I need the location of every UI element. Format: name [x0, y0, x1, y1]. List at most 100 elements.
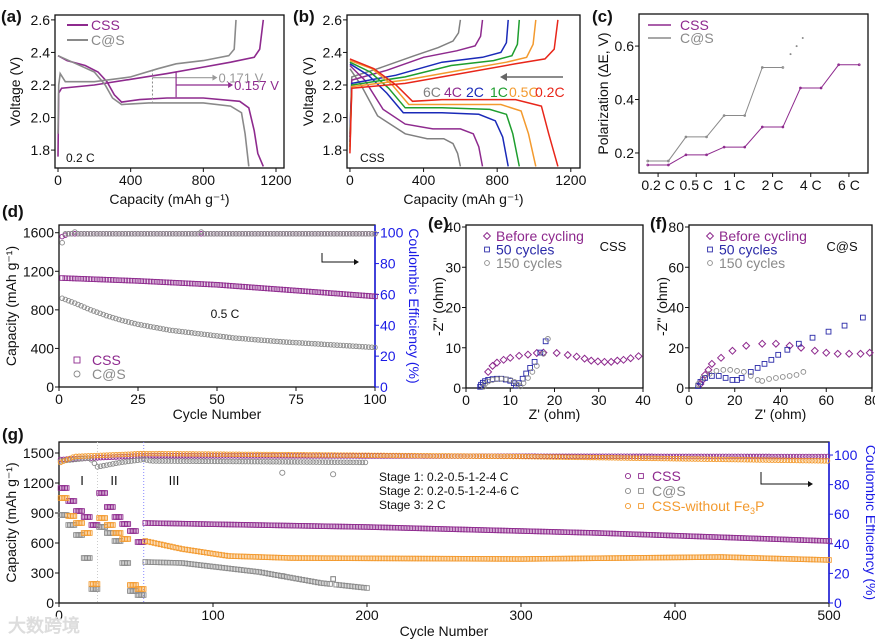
- capacity-point: [91, 581, 98, 587]
- capacity-point: [296, 523, 302, 529]
- ce-point: [251, 458, 258, 465]
- ce-point: [766, 453, 772, 460]
- capacity-point: [91, 522, 98, 528]
- capacity-point: [724, 554, 731, 560]
- ce-point: [236, 451, 242, 458]
- ce-point: [122, 451, 128, 458]
- ce-point: [307, 459, 313, 465]
- capacity-point: [173, 544, 179, 551]
- capacity-point: [280, 339, 287, 345]
- ce-point: [106, 231, 113, 237]
- capacity-point: [792, 537, 798, 543]
- capacity-point: [740, 535, 746, 541]
- capacity-point: [265, 570, 272, 577]
- capacity-point: [336, 582, 343, 588]
- capacity-point: [127, 582, 133, 588]
- ce-point: [125, 451, 132, 457]
- capacity-point: [151, 540, 158, 546]
- capacity-point: [826, 557, 832, 563]
- capacity-point: [99, 490, 105, 496]
- ce-point: [63, 457, 70, 463]
- rate-1C-charge-curve: [349, 19, 521, 147]
- ce-point: [322, 459, 329, 465]
- capacity-point: [299, 288, 306, 294]
- ce-point: [312, 231, 318, 237]
- capacity-point: [539, 528, 546, 535]
- capacity-point: [361, 524, 367, 530]
- ce-point: [732, 453, 738, 460]
- ce-point: [290, 231, 296, 237]
- ce-point: [208, 451, 215, 457]
- capacity-point: [128, 582, 135, 588]
- ce-point: [424, 453, 430, 459]
- ce-point: [396, 452, 403, 459]
- ce-point: [276, 451, 282, 458]
- capacity-point: [475, 527, 481, 533]
- legend-label: CSS: [652, 468, 681, 484]
- ce-point: [609, 455, 615, 461]
- x-tick-label: 40: [635, 392, 651, 408]
- capacity-point: [718, 554, 724, 560]
- capacity-point: [110, 522, 116, 528]
- ce-point: [760, 457, 766, 463]
- rate-6C-discharge-curve: [349, 68, 462, 167]
- ce-point: [62, 231, 69, 237]
- capacity-point: [70, 513, 76, 519]
- ce-point: [399, 452, 406, 459]
- y-axis-title: Polarization (ΔE, V): [595, 32, 611, 154]
- capacity-point: [62, 275, 69, 281]
- ce-point: [495, 453, 501, 460]
- capacity-point: [351, 555, 358, 562]
- capacity-point: [131, 528, 138, 534]
- ce-point: [128, 458, 135, 464]
- capacity-point: [241, 522, 247, 528]
- x-tick-label: 0: [346, 172, 354, 188]
- ce-point: [390, 452, 396, 459]
- x-tick-label: 30: [591, 392, 607, 408]
- ce-point: [202, 451, 209, 457]
- ce-point: [184, 458, 190, 464]
- capacity-point: [102, 490, 108, 496]
- capacity-point: [696, 554, 703, 560]
- ce-point: [288, 451, 295, 458]
- ce-point: [298, 459, 304, 465]
- capacity-point: [80, 555, 87, 561]
- y-tick-label: 2.4: [323, 44, 343, 60]
- capacity-point: [237, 553, 244, 560]
- capacity-point: [450, 555, 456, 562]
- capacity-point: [358, 555, 364, 562]
- capacity-point: [68, 513, 75, 519]
- capacity-point: [770, 536, 777, 542]
- capacity-point: [422, 555, 429, 562]
- capacity-point: [302, 523, 309, 529]
- capacity-point: [743, 535, 749, 541]
- legend-label: CSS: [91, 17, 120, 33]
- capacity-point: [324, 523, 330, 530]
- capacity-point: [117, 514, 124, 520]
- capacity-point: [364, 524, 370, 530]
- ce-point: [784, 457, 791, 464]
- x-tick-label: 100: [201, 607, 225, 623]
- capacity-point: [81, 276, 88, 282]
- capacity-point: [314, 523, 321, 529]
- capacity-point: [610, 555, 617, 561]
- capacity-point: [154, 520, 161, 526]
- capacity-point: [201, 521, 207, 527]
- panel-a-label: (a): [1, 7, 22, 26]
- x-axis-title: Cycle Number: [400, 623, 489, 639]
- ce-point: [157, 231, 163, 237]
- x-tick-label: 0: [462, 392, 470, 408]
- capacity-point: [160, 520, 167, 527]
- ce-point: [301, 452, 307, 458]
- ce-point: [160, 231, 167, 237]
- ce-point: [683, 456, 689, 462]
- capacity-point: [783, 556, 789, 562]
- capacity-point: [278, 554, 284, 561]
- y-tick-label: 1200: [23, 263, 54, 279]
- capacity-point: [253, 554, 259, 560]
- ce-point: [242, 231, 249, 237]
- capacity-point: [91, 586, 98, 592]
- ce-point: [230, 231, 236, 237]
- ce-point: [315, 231, 321, 237]
- ce-point: [652, 455, 658, 462]
